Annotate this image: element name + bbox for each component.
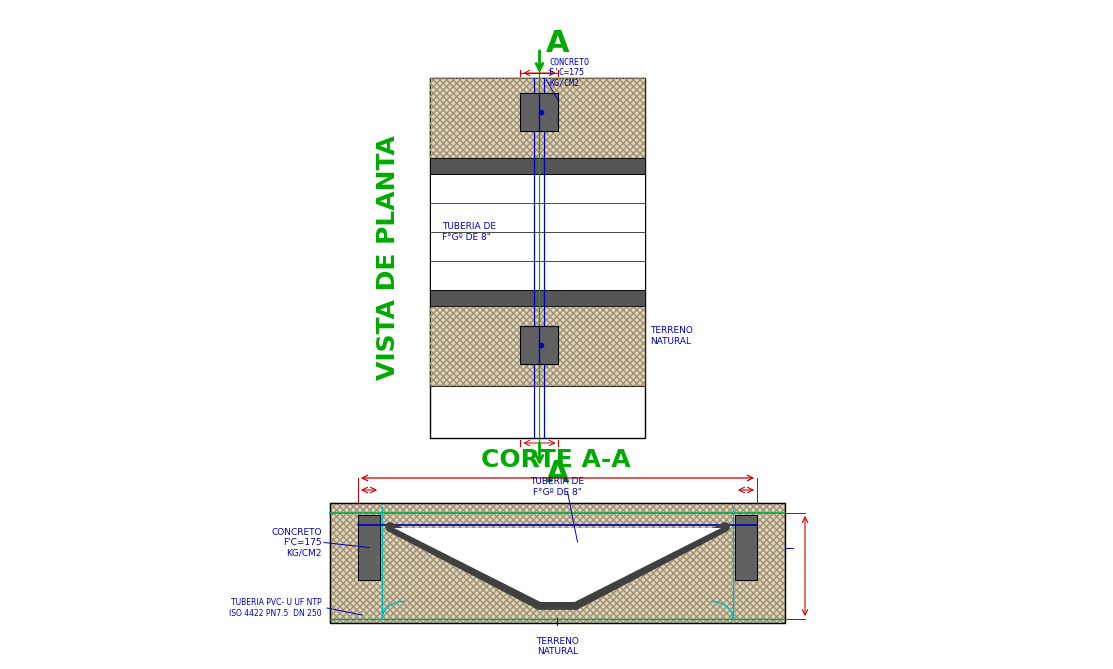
Bar (430, 158, 646, 174)
Text: CORTE A-A: CORTE A-A (481, 448, 631, 472)
Bar (521, 326, 559, 364)
Bar (430, 306, 646, 386)
Bar (358, 515, 380, 580)
Bar (430, 306, 646, 386)
Bar (329, 503, 785, 623)
Text: A: A (545, 458, 569, 488)
Text: TERRENO
NATURAL: TERRENO NATURAL (536, 637, 579, 656)
Bar (329, 503, 785, 623)
Bar (430, 174, 646, 290)
Text: A: A (545, 29, 569, 58)
Text: TUBERIA DE
F°Gº DE 8": TUBERIA DE F°Gº DE 8" (442, 222, 496, 242)
Bar (521, 93, 559, 131)
Text: TUBERIA PVC- U UF NTP
ISO 4422 PN7.5  DN 250: TUBERIA PVC- U UF NTP ISO 4422 PN7.5 DN … (229, 598, 322, 617)
Text: VISTA DE PLANTA: VISTA DE PLANTA (376, 136, 400, 381)
Text: CONCRETO
F'C=175
KG/CM2: CONCRETO F'C=175 KG/CM2 (550, 58, 590, 88)
Text: TUBERIA DE
F°Gº DE 8": TUBERIA DE F°Gº DE 8" (531, 477, 584, 496)
Bar (735, 515, 757, 580)
Text: CONCRETO
F'C=175
KG/CM2: CONCRETO F'C=175 KG/CM2 (272, 528, 322, 557)
Bar (430, 78, 646, 158)
Bar (430, 78, 646, 438)
Bar (430, 78, 646, 158)
Bar (430, 290, 646, 306)
Text: TERRENO
NATURAL: TERRENO NATURAL (650, 326, 693, 346)
Polygon shape (394, 528, 721, 602)
Bar (329, 503, 785, 623)
